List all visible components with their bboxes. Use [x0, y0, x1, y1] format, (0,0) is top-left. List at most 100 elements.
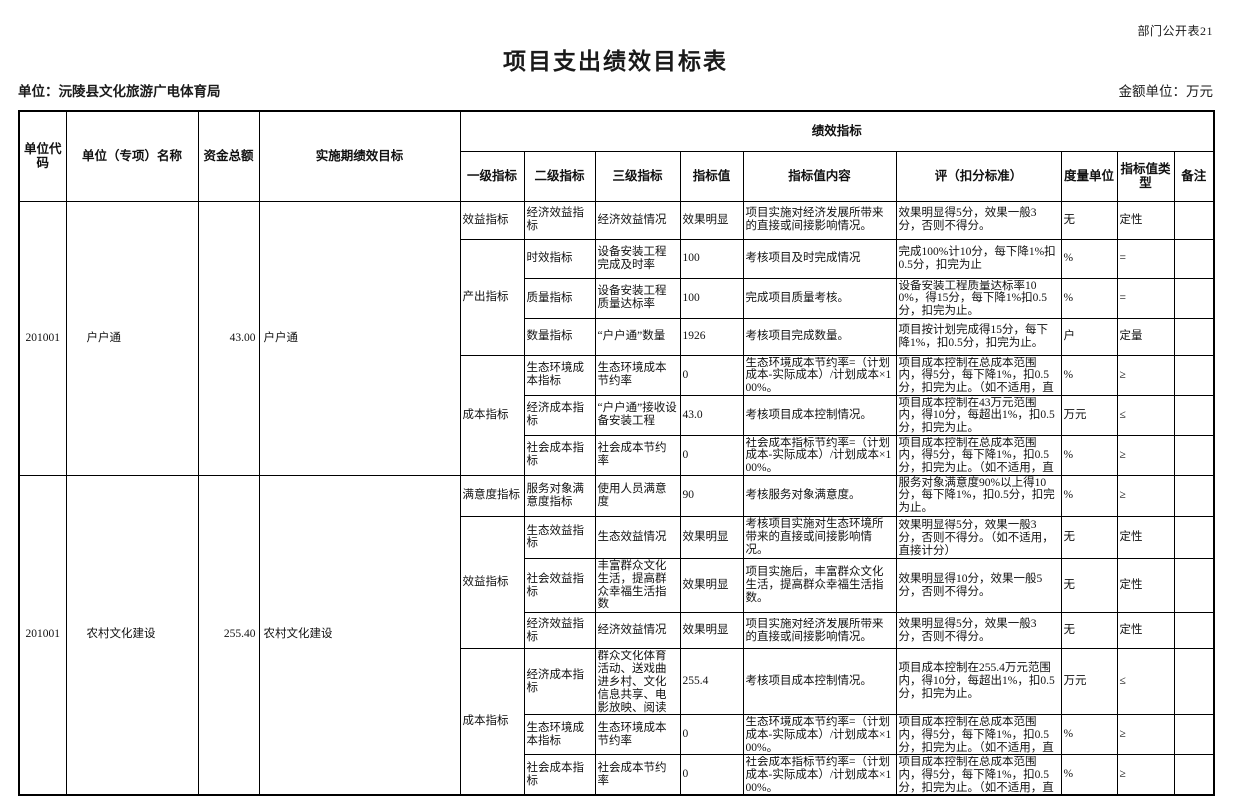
cell-note	[1173, 557, 1215, 614]
cell-criteria: 效果明显得10分，效果一般5分，否则不得分。	[895, 557, 1062, 614]
cell-l2: 服务对象满意度指标	[523, 474, 596, 518]
cell-criteria: 项目成本控制在255.4万元范围内，得10分，每超出1%，扣0.5分，扣完为止。	[895, 648, 1062, 716]
cell-l2: 经济效益指标	[523, 200, 596, 240]
cell-note	[1173, 714, 1215, 756]
cell-criteria: 项目成本控制在总成本范围内，得5分，每下降1%，扣0.5分，扣完为止。（如不适用…	[898, 436, 1054, 474]
cell-content: 考核项目完成数量。	[742, 317, 897, 356]
cell-unit: %	[1060, 238, 1118, 279]
cell-l1: 满意度指标	[459, 474, 525, 518]
cell-value: 1926	[679, 317, 744, 356]
cell-l2: 质量指标	[523, 277, 596, 319]
header-type: 指标值类型	[1116, 150, 1175, 202]
cell-l3: “户户通”数量	[594, 317, 681, 356]
cell-unit-code: 201001	[18, 474, 67, 796]
cell-criteria: 效果明显得5分，效果一般3分，否则不得分。（如不适用，直接计分）	[898, 518, 1054, 556]
table-row: 成本指标 生态环境成本指标 生态环境成本节约率 0 生态环境成本节约率=（计划成…	[19, 354, 1215, 476]
cell-note	[1173, 474, 1215, 518]
cell-note	[1173, 238, 1215, 279]
cell-l2: 生态效益指标	[523, 516, 596, 559]
cell-unit: 无	[1060, 557, 1118, 614]
cell-criteria: 设备安装工程质量达标率100%，得15分，每下降1%扣0.5分，扣完为止。	[898, 279, 1048, 317]
cell-type: 定量	[1116, 317, 1175, 356]
cell-criteria: 完成100%计10分，每下降1%扣0.5分，扣完为止	[895, 238, 1062, 279]
cell-unit: %	[1060, 474, 1118, 518]
cell-l3: 社会成本节约率	[594, 434, 681, 476]
cell-value: 90	[679, 474, 744, 518]
cell-type: 定性	[1116, 557, 1175, 614]
cell-value: 0	[679, 434, 744, 476]
table-row: 数量指标 “户户通”数量 1926 考核项目完成数量。 项目按计划完成得15分，…	[19, 317, 1215, 356]
header-l3: 三级指标	[594, 150, 681, 202]
cell-unit: %	[1060, 434, 1118, 476]
cell-note	[1173, 317, 1215, 356]
cell-criteria: 项目成本控制在总成本范围内，得5分，每下降1%，扣0.5分，扣完为止。（如不适用…	[898, 716, 1054, 754]
cell-l1: 效益指标	[459, 200, 525, 240]
cell-value: 100	[679, 277, 744, 319]
cell-l3: 生态效益情况	[594, 516, 681, 559]
performance-table: 单位代码 单位（专项）名称 资金总额 实施期绩效目标 绩效指标 一级指标 二级指…	[18, 110, 1216, 796]
cell-l2: 经济效益指标	[523, 612, 596, 650]
cell-note	[1173, 612, 1215, 650]
cell-period-goal: 户户通	[258, 200, 461, 476]
cell-l3: 群众文化体育活动、送戏曲进乡村、文化信息共享、电影放映、阅读推广等	[597, 650, 667, 714]
cell-content: 完成项目质量考核。	[742, 277, 897, 319]
cell-content: 考核项目及时完成情况	[742, 238, 897, 279]
header-value: 指标值	[679, 150, 744, 202]
cell-type: =	[1116, 238, 1175, 279]
cell-l3: 生态环境成本节约率	[594, 714, 681, 756]
cell-type: ≥	[1116, 714, 1175, 756]
cell-note	[1173, 277, 1215, 319]
header-unit-code: 单位代码	[18, 110, 67, 202]
cell-l1: 效益指标	[459, 516, 525, 650]
cell-unit-name: 户户通	[65, 200, 199, 476]
table-row: 生态环境成本指标 生态环境成本节约率 0 生态环境成本节约率=（计划成本-实际成…	[19, 714, 1215, 756]
cell-total-fund: 43.00	[197, 200, 260, 476]
cell-unit: 无	[1060, 516, 1118, 559]
cell-content: 项目实施对经济发展所带来的直接或间接影响情况。	[742, 200, 897, 240]
cell-l3: 丰富群众文化生活，提高群众幸福生活指数	[594, 557, 681, 614]
table-row: 社会效益指标 丰富群众文化生活，提高群众幸福生活指数 效果明显 项目实施后，丰富…	[19, 557, 1215, 614]
cell-value: 效果明显	[679, 612, 744, 650]
cell-l2: 社会成本指标	[523, 754, 596, 796]
table-row: 201001 户户通 43.00 户户通 效益指标 经济效益指标 经济效益情况 …	[18, 200, 1215, 476]
table-row: 经济效益指标 经济效益情况 效果明显 项目实施对经济发展所带来的直接或间接影响情…	[19, 612, 1215, 650]
table-row: 201001 农村文化建设 255.40 农村文化建设 满意度指标 服务对象满意…	[18, 474, 1215, 796]
cell-note	[1173, 394, 1215, 436]
cell-type: ≤	[1116, 648, 1175, 716]
cell-l2: 时效指标	[523, 238, 596, 279]
cell-criteria: 效果明显得5分，效果一般3分，否则不得分。	[895, 612, 1062, 650]
cell-criteria: 项目成本控制在43万元范围内，得10分，每超出1%，扣0.5分，扣完为止。	[898, 396, 1055, 434]
cell-l3: 设备安装工程完成及时率	[594, 238, 681, 279]
table-row: 成本指标 经济成本指标 群众文化体育活动、送戏曲进乡村、文化信息共享、电影放映、…	[19, 648, 1215, 796]
doc-number: 部门公开表21	[1137, 24, 1213, 38]
header-perf-group: 绩效指标	[459, 110, 1215, 152]
cell-type: =	[1116, 277, 1175, 319]
cell-type: ≥	[1116, 754, 1175, 796]
cell-criteria: 项目成本控制在总成本范围内，得5分，每下降1%，扣0.5分，扣完为止。（如不适用…	[898, 756, 1054, 794]
cell-l2: 社会效益指标	[523, 557, 596, 614]
cell-l3: 社会成本节约率	[594, 754, 681, 796]
cell-content: 考核项目实施对生态环境所带来的直接或间接影响情况。	[742, 516, 897, 559]
cell-unit: 无	[1060, 612, 1118, 650]
header-unit: 度量单位	[1060, 150, 1118, 202]
cell-l3: 使用人员满意度	[594, 474, 681, 518]
cell-l1: 产出指标	[459, 238, 525, 356]
cell-criteria: 项目成本控制在总成本范围内，得5分，每下降1%，扣0.5分，扣完为止。（如不适用…	[898, 356, 1054, 394]
header-total-fund: 资金总额	[197, 110, 260, 202]
cell-l3: 设备安装工程质量达标率	[594, 277, 681, 319]
unit-label: 单位：沅陵县文化旅游广电体育局	[18, 84, 221, 99]
cell-total-fund: 255.40	[197, 474, 260, 796]
cell-value: 效果明显	[679, 516, 744, 559]
header-l1: 一级指标	[459, 150, 525, 202]
cell-unit-name: 农村文化建设	[65, 474, 199, 796]
cell-value: 0	[679, 714, 744, 756]
cell-content: 社会成本指标节约率=（计划成本-实际成本）/计划成本×100%。	[745, 756, 892, 794]
cell-unit: %	[1060, 754, 1118, 796]
cell-note	[1173, 516, 1215, 559]
header-criteria: 评（扣分标准）	[895, 150, 1062, 202]
cell-value: 100	[679, 238, 744, 279]
cell-note	[1173, 648, 1215, 716]
table-row: 效益指标 生态效益指标 生态效益情况 效果明显 考核项目实施对生态环境所带来的直…	[19, 516, 1215, 650]
header-l2: 二级指标	[523, 150, 596, 202]
table-row: 产出指标 时效指标 设备安装工程完成及时率 100 考核项目及时完成情况 完成1…	[19, 238, 1215, 356]
